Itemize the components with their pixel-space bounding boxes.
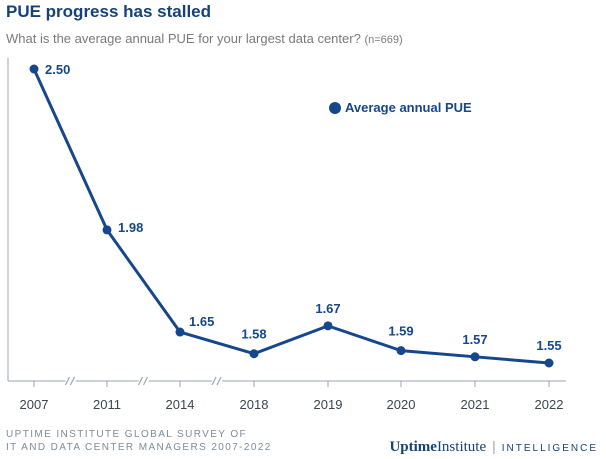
x-tick-label: 2021 <box>461 397 490 412</box>
x-tick-label: 2020 <box>387 397 416 412</box>
uptime-institute-logo: Uptime Institute | INTELLIGENCE <box>389 438 598 456</box>
data-point <box>323 321 333 331</box>
brand-institute: Institute <box>436 439 487 455</box>
brand-intelligence: INTELLIGENCE <box>501 443 598 454</box>
brand-uptime: Uptime <box>389 439 437 455</box>
series-line-average-pue <box>32 68 550 365</box>
x-tick-label: 2019 <box>314 397 343 412</box>
axis-break-mark <box>69 376 76 386</box>
brand-separator: | <box>492 438 496 454</box>
data-label: 2.50 <box>45 62 70 77</box>
legend-marker <box>329 102 341 114</box>
chart-subtitle: What is the average annual PUE for your … <box>6 31 403 46</box>
data-point <box>396 346 406 356</box>
data-point <box>249 349 259 359</box>
axis-break-gap <box>138 377 149 385</box>
data-label: 1.55 <box>536 338 561 353</box>
data-label: 1.59 <box>388 324 413 339</box>
source-line-1: UPTIME INSTITUTE GLOBAL SURVEY OF <box>6 429 248 440</box>
legend-label: Average annual PUE <box>345 100 472 115</box>
x-tick-label: 2011 <box>93 397 121 412</box>
data-point <box>470 352 480 362</box>
sample-size: (n=669) <box>364 34 403 46</box>
source-line-2: IT AND DATA CENTER MANAGERS 2007-2022 <box>6 442 272 453</box>
x-tick-label: 2018 <box>240 397 269 412</box>
subtitle-question: What is the average annual PUE for your … <box>6 31 361 46</box>
axis-break-mark <box>142 376 149 386</box>
data-label: 1.98 <box>118 220 143 235</box>
axis-break-gap <box>65 377 76 385</box>
axis-break-gap <box>212 377 222 385</box>
data-point <box>175 327 185 337</box>
x-tick-label: 2014 <box>166 397 195 412</box>
x-tick-label: 2022 <box>535 397 564 412</box>
chart-title: PUE progress has stalled <box>6 2 212 21</box>
axis-break-mark <box>64 376 71 386</box>
data-point <box>102 225 112 235</box>
x-tick-label: 2007 <box>20 397 49 412</box>
data-label: 1.67 <box>315 301 340 316</box>
data-label: 1.57 <box>462 332 487 347</box>
axis-break-mark <box>211 376 217 386</box>
data-point <box>29 64 39 74</box>
data-label: 1.65 <box>189 314 214 329</box>
axis-break-mark <box>216 376 222 386</box>
axis-break-mark <box>137 376 144 386</box>
source-note: UPTIME INSTITUTE GLOBAL SURVEY OF IT AND… <box>6 428 272 454</box>
data-label: 1.58 <box>241 327 266 342</box>
data-point <box>544 358 554 368</box>
